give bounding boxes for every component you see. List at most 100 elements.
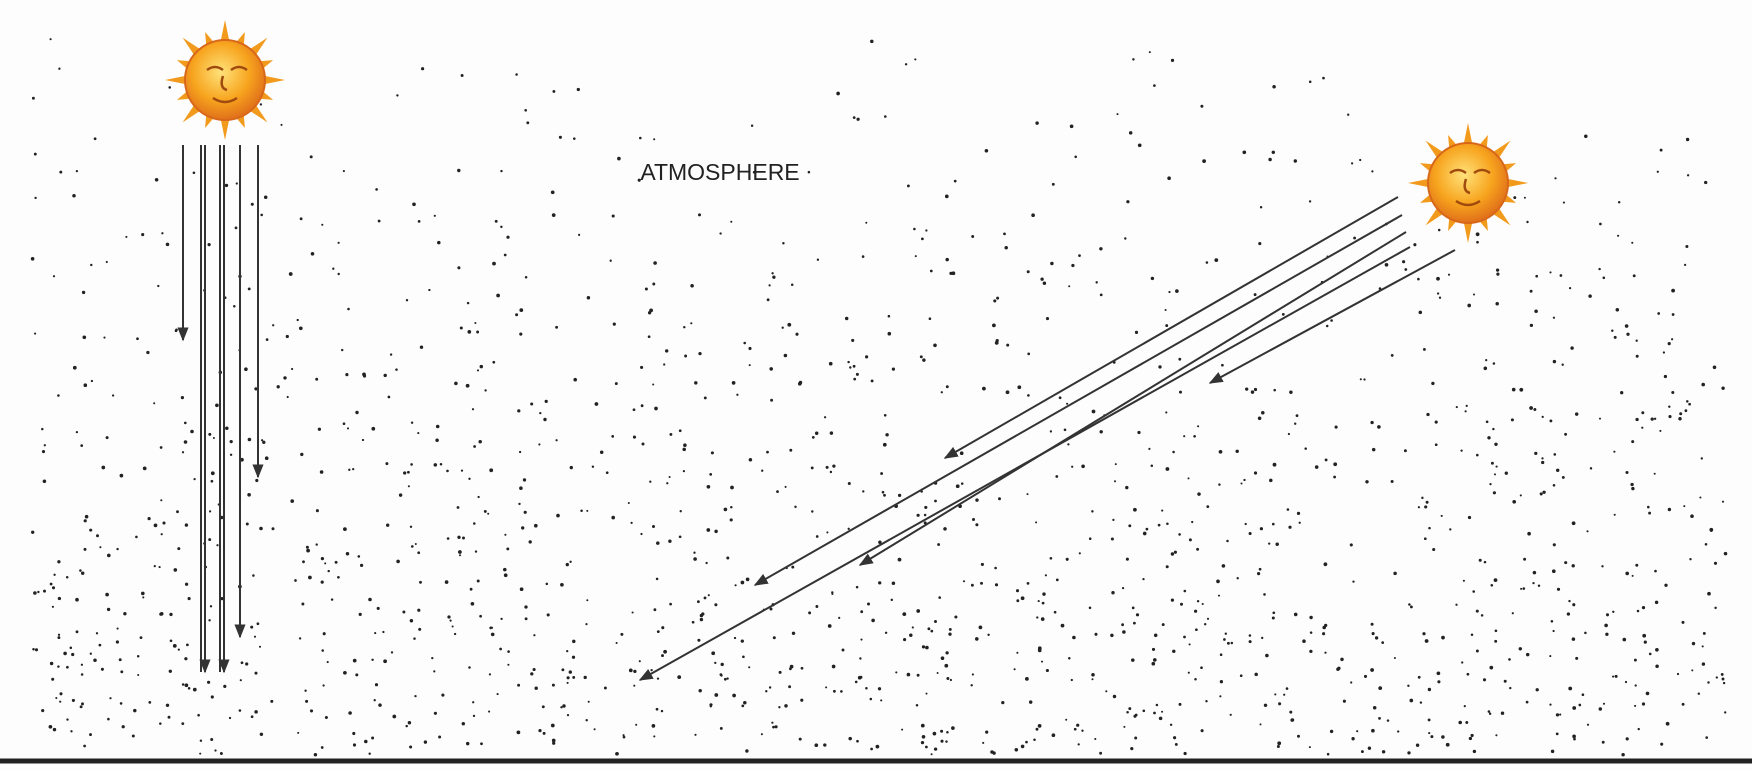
particle — [714, 529, 718, 534]
particle — [460, 469, 464, 472]
particle — [1455, 603, 1458, 606]
particle — [407, 721, 412, 725]
particle — [1428, 732, 1431, 735]
particle — [1157, 523, 1161, 527]
particle — [119, 702, 123, 705]
particle — [1200, 666, 1203, 670]
particle — [105, 436, 109, 440]
particle — [832, 689, 836, 693]
particle — [1114, 463, 1117, 466]
particle — [66, 665, 69, 669]
particle — [960, 482, 964, 485]
particle — [1508, 658, 1511, 661]
particle — [729, 518, 733, 522]
particle — [433, 711, 437, 715]
particle — [63, 651, 67, 656]
particle — [1363, 378, 1366, 381]
particle — [1165, 411, 1168, 414]
particle — [978, 625, 983, 630]
particle — [352, 467, 355, 471]
particle — [1244, 522, 1247, 526]
particle — [1191, 520, 1194, 524]
particle — [736, 393, 739, 396]
particle — [1165, 565, 1169, 569]
particle — [478, 439, 482, 444]
particle — [726, 556, 730, 560]
particle — [710, 451, 714, 455]
particle — [1133, 507, 1137, 512]
particle — [382, 630, 385, 634]
particle — [714, 661, 717, 665]
particle — [970, 583, 974, 587]
particle — [867, 602, 870, 606]
particle — [653, 138, 656, 141]
particle — [800, 666, 804, 670]
particle — [644, 287, 648, 291]
particle — [1132, 621, 1136, 625]
particle — [57, 560, 61, 564]
particle — [1691, 641, 1696, 646]
particle — [649, 480, 652, 483]
particle — [1226, 539, 1229, 543]
particle — [337, 241, 340, 244]
particle — [51, 605, 54, 608]
particle — [1006, 343, 1010, 347]
particle — [503, 253, 507, 257]
particle — [503, 573, 508, 578]
particle — [794, 505, 797, 509]
particle — [210, 471, 215, 476]
particle — [158, 566, 161, 569]
particle — [405, 299, 409, 302]
particle — [1541, 460, 1545, 465]
particle — [180, 395, 185, 400]
particle — [383, 659, 387, 664]
particle — [951, 271, 956, 276]
particle — [410, 463, 413, 466]
particle — [291, 367, 294, 371]
particle — [1715, 676, 1718, 679]
particle — [476, 330, 480, 334]
particle — [555, 325, 559, 329]
particle — [615, 751, 619, 756]
particle — [1578, 703, 1582, 707]
particle — [697, 638, 701, 642]
particle — [451, 625, 454, 628]
particle — [1367, 746, 1372, 750]
particle — [371, 426, 376, 431]
particle — [42, 479, 47, 484]
particle — [1196, 547, 1200, 551]
particle — [1026, 270, 1030, 274]
particle — [630, 521, 633, 525]
particle — [1475, 609, 1479, 613]
particle — [1206, 617, 1210, 620]
particle — [854, 680, 858, 684]
particle — [115, 640, 119, 644]
particle — [543, 417, 547, 422]
particle — [761, 469, 764, 472]
particle — [1272, 462, 1277, 467]
particle — [159, 722, 162, 725]
particle — [1461, 661, 1464, 664]
particle — [199, 739, 203, 742]
particle — [1686, 174, 1690, 177]
particle — [1015, 589, 1020, 593]
particle — [690, 322, 693, 325]
particle — [924, 505, 928, 509]
particle — [1226, 641, 1230, 645]
particle — [208, 538, 212, 542]
particle — [309, 709, 314, 713]
particle — [921, 237, 924, 241]
particle — [1554, 177, 1557, 180]
particle — [507, 650, 510, 653]
particle — [1537, 584, 1541, 587]
particle — [492, 261, 496, 266]
particle — [1483, 560, 1487, 564]
particle — [389, 353, 393, 356]
particle — [184, 582, 189, 586]
sun-face — [206, 65, 248, 104]
particle — [385, 462, 389, 466]
particle — [1641, 605, 1646, 610]
particle — [1447, 273, 1451, 276]
particle — [1001, 700, 1005, 705]
particle — [352, 658, 357, 663]
